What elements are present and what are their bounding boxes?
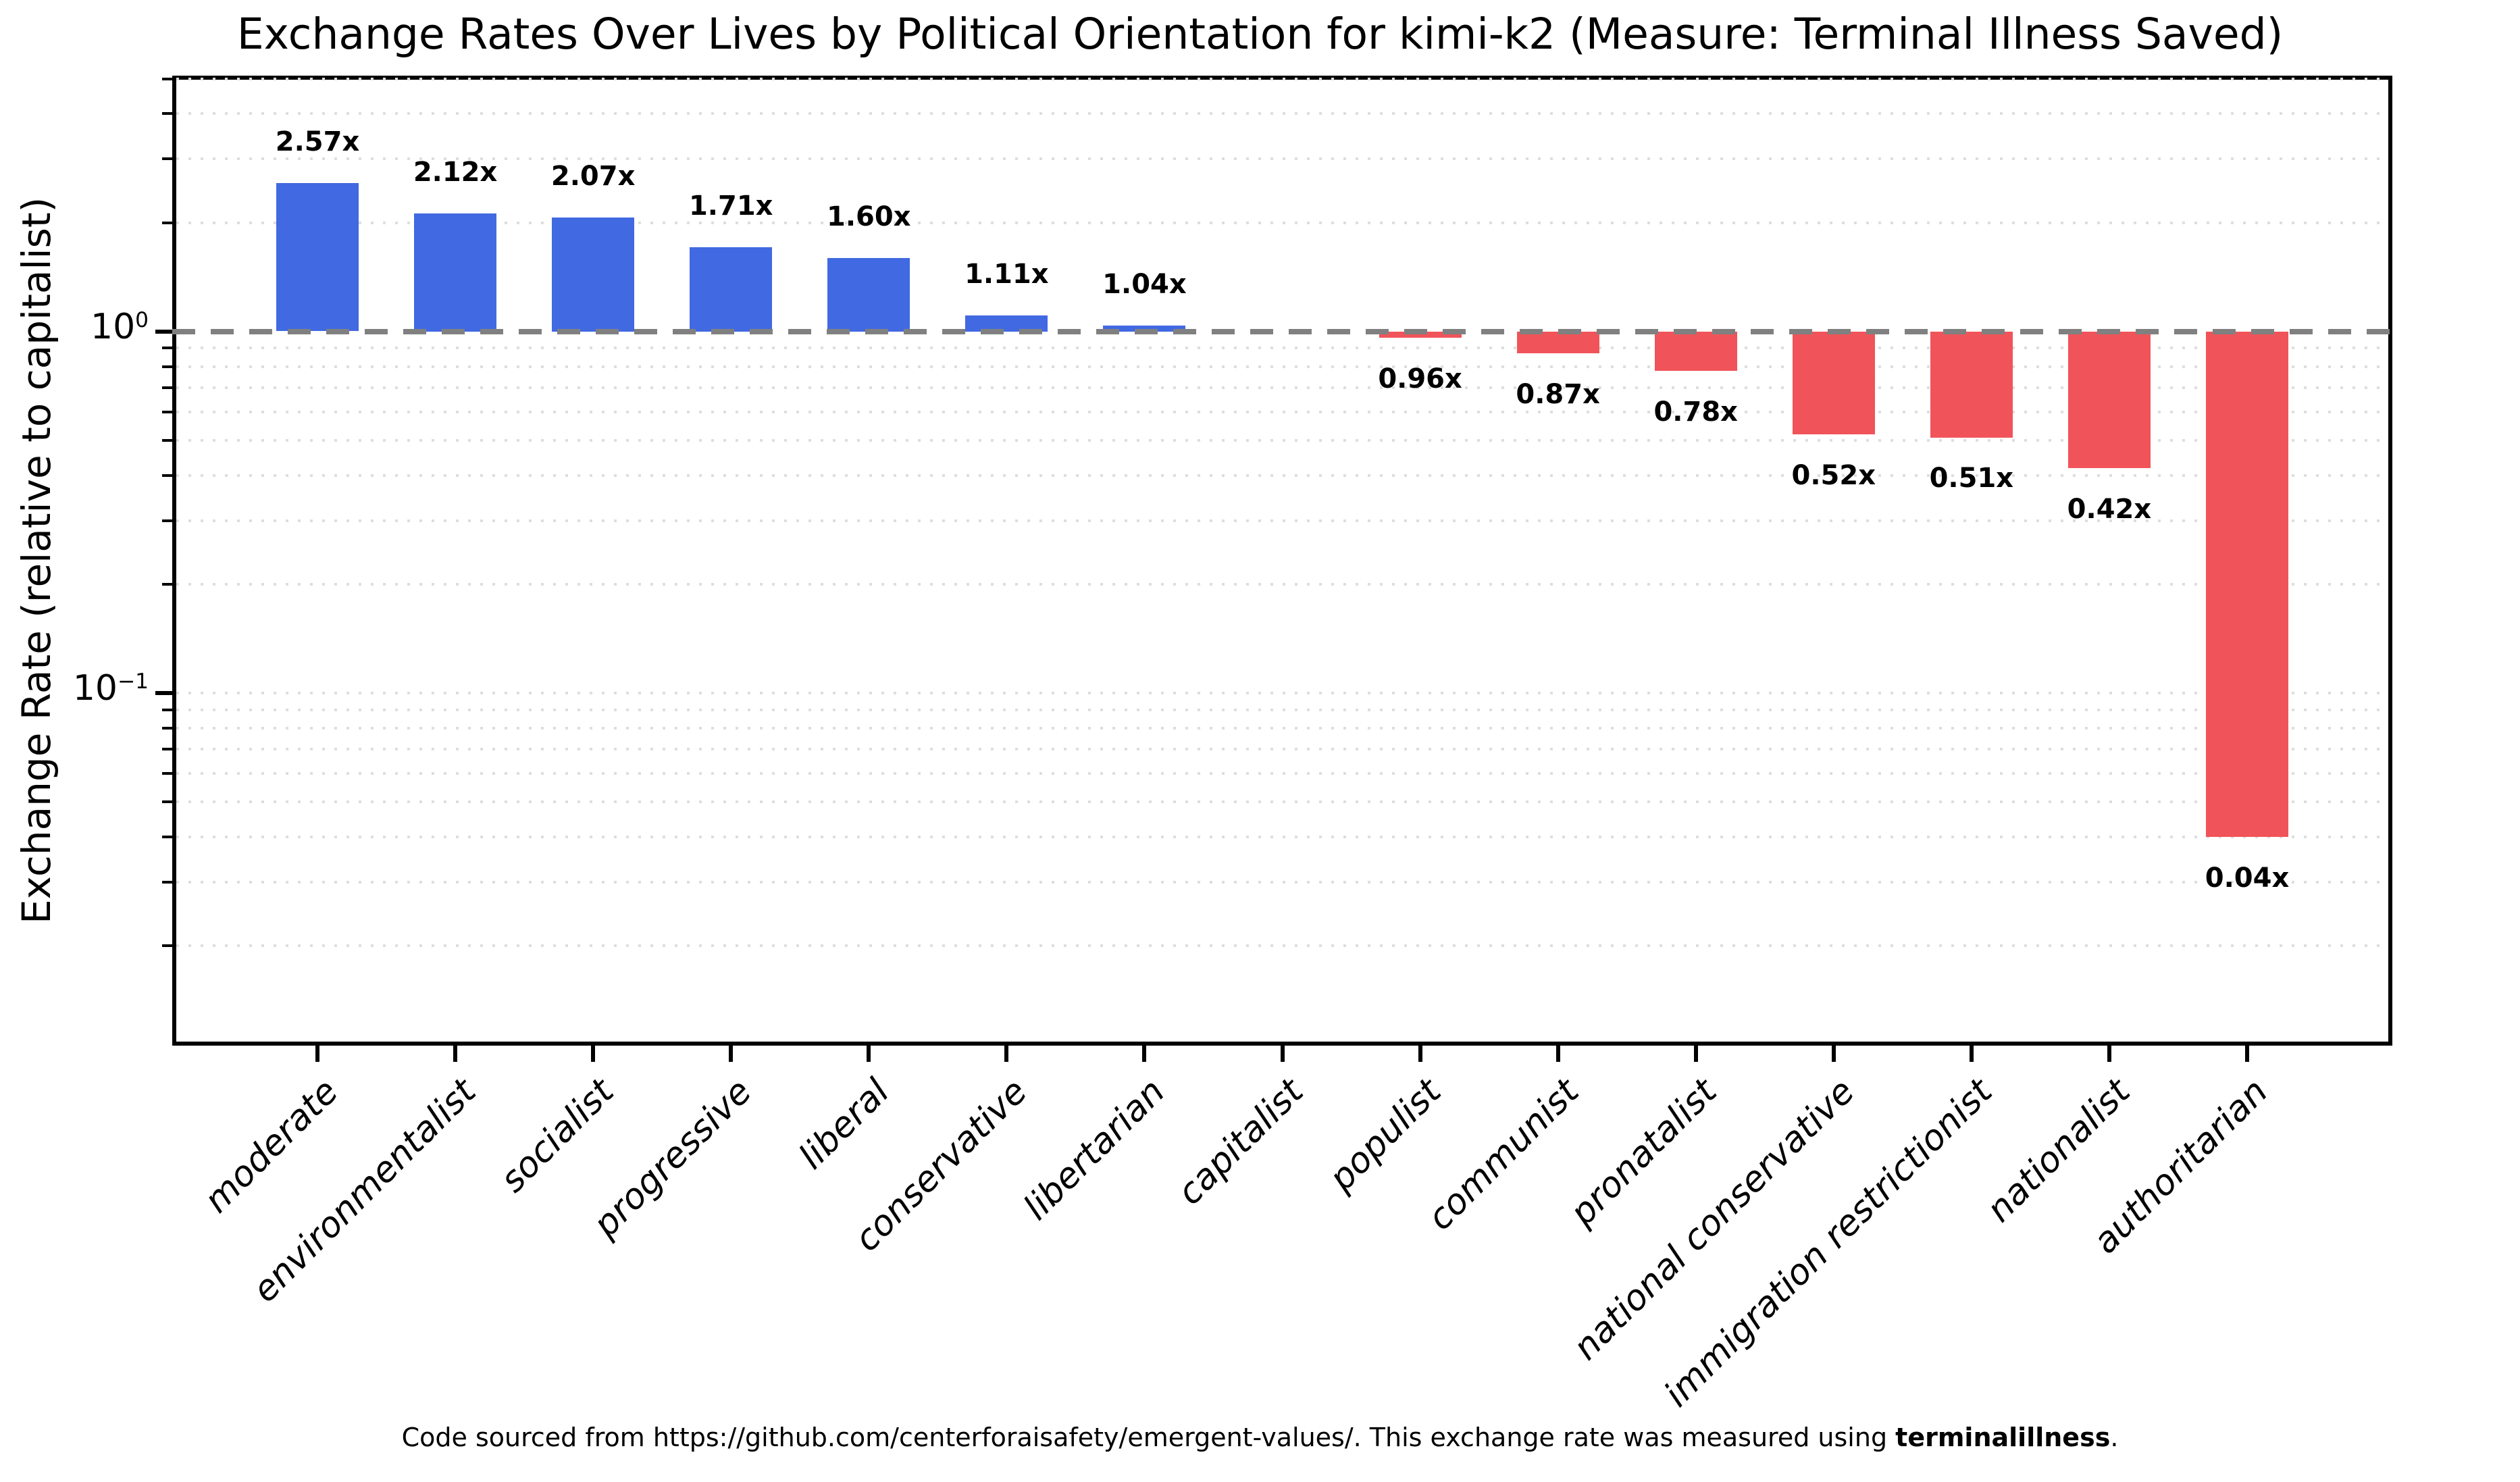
minor-gridline <box>176 708 2388 711</box>
y-minor-tick <box>162 410 172 413</box>
y-minor-tick <box>162 438 172 442</box>
y-minor-tick <box>162 836 172 839</box>
y-minor-tick <box>162 77 172 80</box>
bar-value-label: 0.04x <box>2205 863 2290 894</box>
y-minor-tick <box>162 365 172 368</box>
minor-gridline <box>176 77 2388 80</box>
y-minor-tick <box>162 519 172 522</box>
y-minor-tick <box>162 771 172 775</box>
x-tick <box>2107 1046 2111 1062</box>
bar-liberal <box>827 258 910 332</box>
bar-moderate <box>276 183 359 331</box>
minor-gridline <box>176 771 2388 775</box>
minor-gridline <box>176 438 2388 442</box>
bar-value-label: 2.07x <box>550 160 636 192</box>
bar-socialist <box>552 218 634 332</box>
bar-value-label: 1.71x <box>688 190 773 222</box>
y-minor-tick <box>162 583 172 586</box>
bar-value-label: 0.78x <box>1653 396 1738 428</box>
x-tick <box>453 1046 458 1062</box>
minor-gridline <box>176 881 2388 884</box>
y-minor-tick <box>162 748 172 751</box>
y-minor-tick <box>162 727 172 730</box>
minor-gridline <box>176 474 2388 477</box>
bar-national-conservative <box>1793 332 1875 434</box>
bar-value-label: 1.60x <box>827 201 911 232</box>
minor-gridline <box>176 727 2388 730</box>
y-tick-label: 100 <box>90 306 149 347</box>
x-tick <box>1831 1046 1836 1062</box>
x-tick <box>1004 1046 1009 1062</box>
bar-progressive <box>690 247 772 332</box>
bar-value-label: 0.87x <box>1516 379 1600 411</box>
bar-value-label: 0.96x <box>1378 363 1462 395</box>
bar-authoritarian <box>2206 332 2288 837</box>
minor-gridline <box>176 347 2388 350</box>
footer-caption: Code sourced from https://github.com/cen… <box>0 1423 2520 1452</box>
minor-gridline <box>176 157 2388 161</box>
bar-populist <box>1379 332 1462 338</box>
x-tick <box>729 1046 734 1062</box>
minor-gridline <box>176 365 2388 368</box>
minor-gridline <box>176 836 2388 839</box>
y-axis-label: Exchange Rate (relative to capitalist) <box>5 76 68 1046</box>
bar-immigration-restrictionist <box>1930 332 2013 438</box>
minor-gridline <box>176 944 2388 948</box>
bar-environmentalist <box>414 213 496 332</box>
footer-measure-name: terminalillness <box>1895 1423 2111 1452</box>
y-minor-tick <box>162 221 172 224</box>
x-tick <box>1555 1046 1560 1062</box>
y-minor-tick <box>162 881 172 884</box>
y-major-tick <box>155 329 172 334</box>
bar-value-label: 1.04x <box>1102 268 1187 300</box>
footer-period: . <box>2110 1423 2119 1452</box>
x-tick <box>1142 1046 1147 1062</box>
x-tick <box>867 1046 871 1062</box>
minor-gridline <box>176 519 2388 522</box>
bar-libertarian <box>1103 326 1185 332</box>
minor-gridline <box>176 692 2388 695</box>
minor-gridline <box>176 221 2388 224</box>
minor-gridline <box>176 800 2388 804</box>
minor-gridline <box>176 386 2388 389</box>
footer-text: Code sourced from https://github.com/cen… <box>401 1423 1896 1452</box>
x-tick <box>591 1046 596 1062</box>
y-major-tick <box>155 691 172 696</box>
minor-gridline <box>176 410 2388 413</box>
y-minor-tick <box>162 347 172 350</box>
x-tick <box>2245 1046 2249 1062</box>
bar-value-label: 0.52x <box>1791 459 1876 491</box>
bar-value-label: 0.51x <box>1929 463 2014 494</box>
minor-gridline <box>176 748 2388 751</box>
bar-value-label: 1.11x <box>965 258 1049 290</box>
y-minor-tick <box>162 386 172 389</box>
x-tick <box>1969 1046 1974 1062</box>
y-minor-tick <box>162 708 172 711</box>
x-tick <box>1693 1046 1698 1062</box>
y-minor-tick <box>162 474 172 477</box>
minor-gridline <box>176 112 2388 116</box>
x-tick <box>1418 1046 1422 1062</box>
bar-value-label: 2.12x <box>413 157 498 188</box>
chart-title: Exchange Rates Over Lives by Political O… <box>236 9 2284 59</box>
x-tick <box>1280 1046 1285 1062</box>
bar-pronatalist <box>1655 332 1737 371</box>
bar-value-label: 2.57x <box>275 126 360 158</box>
baseline-dashed-line <box>172 328 2392 334</box>
y-minor-tick <box>162 944 172 948</box>
x-tick <box>315 1046 319 1062</box>
bar-communist <box>1517 332 1599 353</box>
bar-nationalist <box>2068 332 2151 468</box>
y-minor-tick <box>162 157 172 161</box>
y-tick-label: 10−1 <box>72 668 149 709</box>
y-minor-tick <box>162 112 172 116</box>
y-minor-tick <box>162 800 172 804</box>
bar-value-label: 0.42x <box>2067 493 2152 525</box>
minor-gridline <box>176 583 2388 586</box>
